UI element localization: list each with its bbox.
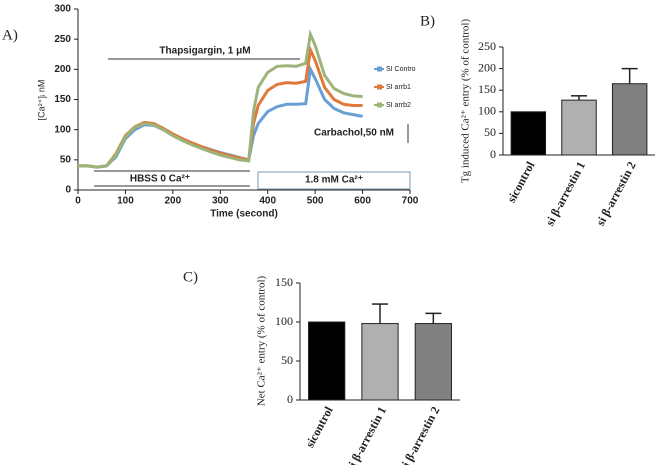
x-tick-label: si β-arrestin 1 [343, 404, 389, 465]
panel-label: B) [420, 13, 435, 29]
y-tick-label: 0 [65, 185, 71, 196]
annotation: Thapsigargin, 1 μM [159, 46, 250, 57]
legend-label: SI arrb1 [386, 84, 411, 91]
y-tick-label: 100 [54, 124, 71, 135]
legend-marker [377, 66, 382, 72]
y-axis-label: [Ca²⁺]ᵢ nM [36, 80, 46, 121]
annotation: HBSS 0 Ca²⁺ [130, 174, 190, 185]
bar [510, 111, 547, 156]
y-tick-label: 50 [60, 154, 72, 165]
x-tick-label: 300 [212, 196, 229, 207]
y-tick-label: 50 [484, 125, 496, 139]
x-axis-label: Time (second) [210, 209, 278, 220]
x-tick-label: 100 [117, 196, 134, 207]
bar [611, 83, 648, 156]
legend-label: SI Contro [386, 66, 416, 73]
bar [561, 99, 597, 156]
y-tick-label: 100 [275, 314, 293, 328]
y-tick-label: 150 [275, 275, 293, 289]
calcium-box [257, 171, 411, 190]
y-axis-label: Tg induced Ca²⁺ entry (% of control) [460, 19, 472, 184]
y-tick-label: 0 [287, 392, 293, 406]
x-tick-label: 500 [307, 196, 324, 207]
y-tick-label: 200 [54, 64, 71, 75]
annotation: Carbachol,50 nM [314, 128, 394, 139]
x-tick-label: 200 [165, 196, 182, 207]
legend-marker [377, 102, 382, 108]
legend-label: SI arrb2 [386, 102, 411, 109]
x-tick-label: 0 [75, 196, 81, 207]
annotation: 1.8 mM Ca²⁺ [305, 175, 363, 186]
x-tick-label: si β-arrestin 2 [397, 404, 443, 465]
x-tick-label: si β-arrestin 1 [542, 159, 588, 228]
x-tick-label: 400 [259, 196, 276, 207]
legend-marker [377, 84, 382, 90]
y-tick-label: 100 [478, 104, 496, 118]
panel-label: C) [183, 269, 198, 285]
y-tick-label: 150 [478, 82, 496, 96]
y-tick-label: 150 [54, 94, 71, 105]
bar [414, 323, 452, 401]
y-tick-label: 250 [478, 39, 496, 53]
x-tick-label: si β-arrestin 2 [593, 159, 639, 228]
bar [361, 323, 399, 401]
y-tick-label: 300 [54, 4, 71, 15]
y-tick-label: 250 [54, 34, 71, 45]
x-tick-label: sicontrol [303, 404, 337, 450]
y-tick-label: 50 [281, 353, 293, 367]
bar [308, 321, 346, 401]
x-tick-label: 600 [354, 196, 371, 207]
y-axis-label: Net Ca²⁺ entry (% of control) [256, 275, 268, 406]
panel-label: A) [2, 27, 18, 43]
y-tick-label: 0 [490, 147, 496, 161]
series-line [78, 28, 363, 169]
y-tick-label: 200 [478, 60, 496, 74]
x-tick-label: 700 [402, 196, 419, 207]
x-tick-label: sicontrol [504, 159, 538, 205]
